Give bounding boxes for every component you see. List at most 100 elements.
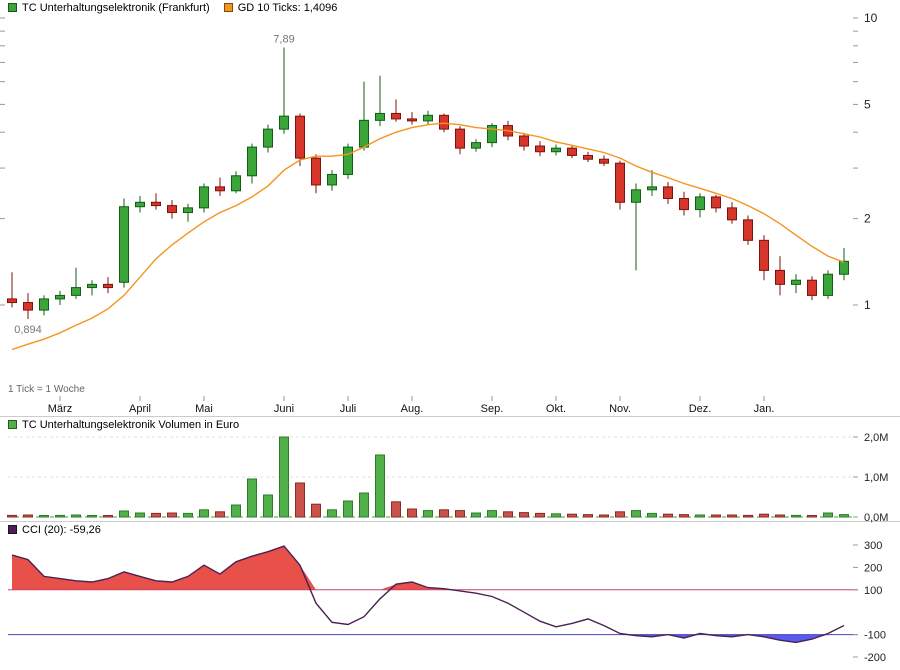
price-annotation: 0,894	[14, 324, 42, 336]
volume-bar	[71, 514, 81, 518]
volume-bar	[151, 512, 161, 518]
price-y-tick-label: 1	[864, 298, 871, 312]
candle-body	[231, 175, 241, 192]
cci-y-tick-label: -200	[864, 652, 886, 664]
candle-body	[775, 269, 785, 285]
x-axis-month-label: Mai	[195, 403, 213, 415]
candle-body	[679, 198, 689, 211]
volume-bar	[823, 512, 833, 518]
candle-body	[279, 115, 289, 130]
candle-body	[519, 135, 529, 147]
candle-body	[119, 206, 129, 283]
volume-bar	[199, 509, 209, 518]
price-series-swatch	[8, 3, 17, 12]
candle-body	[183, 207, 193, 214]
volume-bar	[295, 482, 305, 518]
x-axis-month-label: Sep.	[481, 403, 504, 415]
volume-chart-legend: TC Unterhaltungselektronik Volumen in Eu…	[8, 418, 239, 431]
volume-bar	[7, 514, 17, 518]
x-axis-month-label: Aug.	[401, 403, 424, 415]
x-axis-month-label: Nov.	[609, 403, 631, 415]
cci-y-tick-label: 100	[864, 585, 882, 597]
volume-bar	[615, 511, 625, 518]
candle-body	[23, 302, 33, 311]
cci-overbought-fill	[12, 546, 844, 590]
volume-bar	[519, 512, 529, 518]
volume-bar	[839, 514, 849, 518]
candle-body	[551, 147, 561, 153]
candle-body	[55, 294, 65, 300]
volume-bar	[103, 515, 113, 518]
volume-bar	[599, 514, 609, 518]
candles	[7, 47, 849, 319]
volume-bar	[743, 514, 753, 518]
candle-body	[567, 147, 577, 156]
volume-bar	[567, 513, 577, 518]
candle-body	[807, 279, 817, 296]
candle-body	[71, 287, 81, 296]
volume-bar	[407, 508, 417, 518]
candle-body	[535, 145, 545, 153]
volume-bar	[359, 492, 369, 518]
volume-bar	[375, 454, 385, 518]
cci-y-tick-label: -100	[864, 630, 886, 642]
volume-bar	[311, 503, 321, 518]
volume-bar	[535, 512, 545, 518]
price-chart-legend: TC Unterhaltungselektronik (Frankfurt) G…	[8, 1, 337, 14]
x-axis-month-label: Jan.	[754, 403, 775, 415]
volume-bar	[583, 514, 593, 518]
candle-body	[87, 283, 97, 289]
volume-bar	[471, 512, 481, 518]
candle-body	[695, 196, 705, 211]
price-annotation: 7,89	[273, 34, 294, 46]
candle-body	[359, 119, 369, 148]
price-y-tick-label: 5	[864, 97, 871, 111]
volume-bar	[39, 515, 49, 518]
volume-bar	[23, 514, 33, 518]
candle-body	[375, 112, 385, 121]
volume-bar	[807, 515, 817, 518]
gd10-line	[11, 122, 845, 351]
volume-bar	[775, 514, 785, 518]
volume-bar	[183, 512, 193, 518]
candle-body	[471, 142, 481, 149]
volume-bar	[551, 513, 561, 518]
x-axis-month-label: Juni	[274, 403, 294, 415]
candle-body	[455, 128, 465, 149]
candle-body	[743, 219, 753, 241]
volume-bar	[679, 514, 689, 518]
price-series-title: TC Unterhaltungselektronik (Frankfurt)	[22, 1, 210, 14]
volume-bar	[663, 513, 673, 518]
cci-series-swatch	[8, 525, 17, 534]
candle-body	[423, 114, 433, 122]
x-axis-month-label: März	[48, 403, 72, 415]
volume-bar	[279, 436, 289, 518]
gd10-value-label: GD 10 Ticks: 1,4096	[237, 1, 338, 14]
volume-bar	[231, 504, 241, 518]
candle-body	[823, 273, 833, 296]
volume-bar	[423, 510, 433, 518]
candle-body	[631, 189, 641, 203]
cci-y-tick-label: 300	[864, 540, 882, 552]
volume-bar	[503, 511, 513, 518]
cci-y-tick-label: 200	[864, 562, 882, 574]
candle-body	[727, 207, 737, 221]
volume-y-tick-label: 2,0M	[864, 432, 888, 444]
cci-oversold-fill	[12, 634, 844, 643]
candle-body	[343, 146, 353, 175]
tick-note: 1 Tick = 1 Woche	[8, 384, 85, 395]
candle-body	[7, 298, 17, 304]
volume-bar	[167, 512, 177, 518]
candle-body	[151, 201, 161, 207]
candle-body	[839, 260, 849, 275]
volume-y-tick-label: 1,0M	[864, 472, 888, 484]
candle-body	[391, 112, 401, 120]
candle-body	[583, 154, 593, 160]
volume-bar	[55, 514, 65, 518]
volume-bar	[631, 510, 641, 518]
volume-bar	[391, 501, 401, 518]
candle-body	[439, 114, 449, 130]
candle-body	[167, 205, 177, 214]
